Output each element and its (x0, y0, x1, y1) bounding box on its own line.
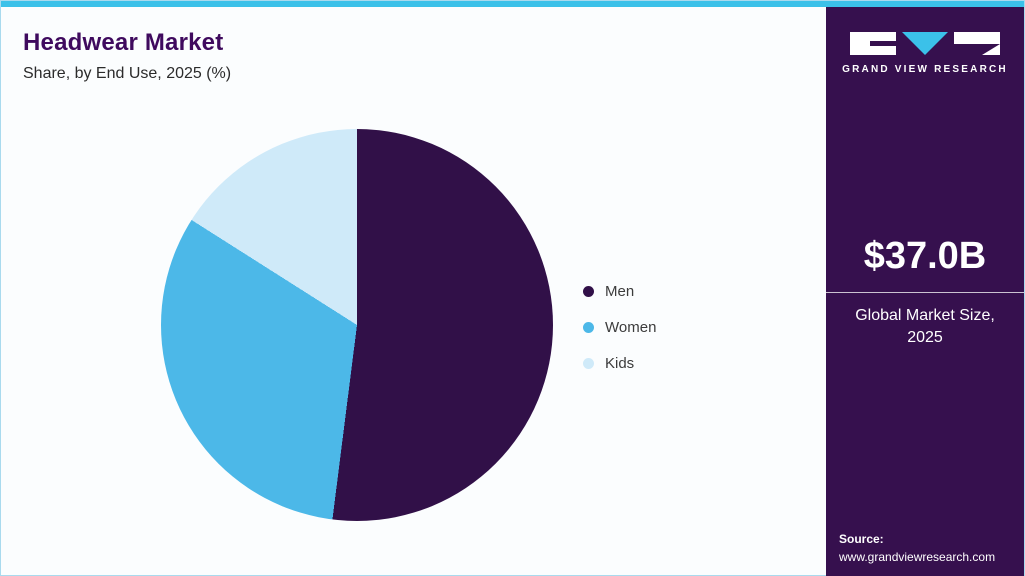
legend-dot-icon (583, 286, 594, 297)
legend-dot-icon (583, 322, 594, 333)
source-label: Source: (839, 532, 884, 546)
pie-chart (161, 129, 553, 521)
market-size-label: Global Market Size, 2025 (855, 307, 995, 346)
divider (826, 292, 1024, 293)
source-block: Source: www.grandviewresearch.com (839, 532, 995, 564)
legend-label: Men (605, 283, 635, 300)
legend-dot-icon (583, 358, 594, 369)
legend-label: Kids (605, 355, 635, 372)
legend-label: Women (605, 319, 657, 336)
legend-item: Men (583, 283, 656, 300)
page-title: Headwear Market (23, 29, 224, 56)
source-url: www.grandviewresearch.com (839, 550, 996, 564)
legend: Men Women Kids (583, 283, 656, 372)
chart-header: Headwear Market Share, by End Use, 2025 … (23, 29, 231, 83)
market-size-block: $37.0B Global Market Size, 2025 (826, 235, 1024, 348)
market-size-value: $37.0B (863, 235, 987, 277)
grand-view-research-logo-icon (850, 32, 1000, 55)
chart-subtitle: Share, by End Use, 2025 (%) (23, 65, 232, 82)
brand-logo: GRAND VIEW RESEARCH (826, 31, 1024, 75)
legend-item: Women (583, 319, 656, 336)
brand-sidebar: GRAND VIEW RESEARCH $37.0B Global Market… (826, 7, 1024, 576)
brand-logo-text: GRAND VIEW RESEARCH (842, 64, 1008, 75)
top-accent-bar (1, 1, 1024, 7)
chart-area: Headwear Market Share, by End Use, 2025 … (1, 7, 828, 576)
legend-item: Kids (583, 355, 656, 372)
